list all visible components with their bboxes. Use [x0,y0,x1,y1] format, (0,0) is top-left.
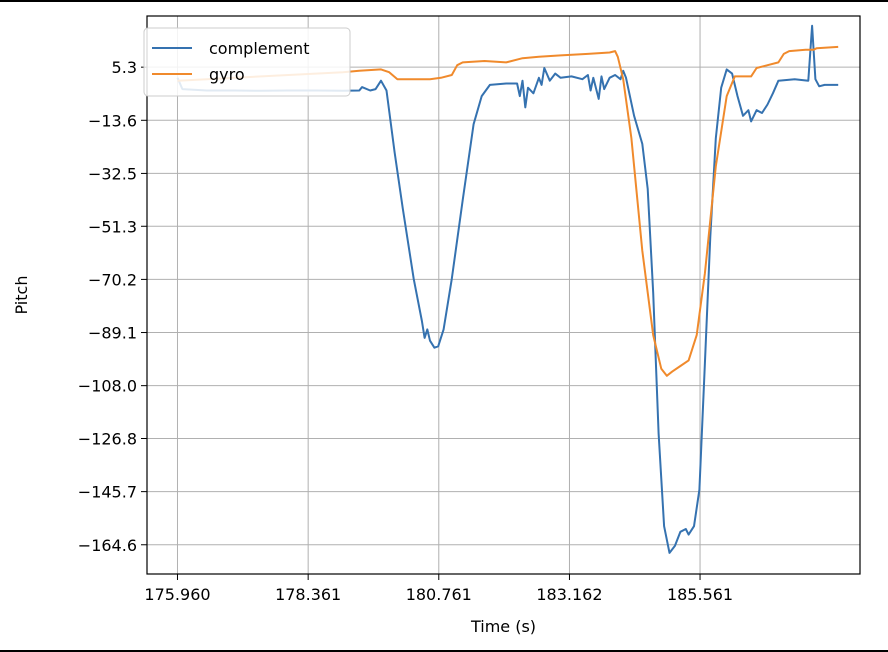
series-line-gyro [177,45,839,377]
legend-label-complement: complement [209,39,309,58]
legend: complement gyro [143,27,351,97]
grid [147,16,860,574]
y-tick-label: −108.0 [78,377,137,396]
x-tick-label: 180.761 [406,585,472,604]
series-line-complement [176,24,839,554]
y-tick-label: −126.8 [78,430,137,449]
y-tick-label: −70.2 [88,270,137,289]
y-tick-label: −13.6 [88,111,137,130]
y-tick-label: −51.3 [88,217,137,236]
y-tick-label: −164.6 [78,536,137,555]
y-tick-label: −89.1 [88,324,137,343]
plot-frame [146,15,861,575]
x-axis-label: Time (s) [470,617,536,636]
y-tick-label: −32.5 [88,164,137,183]
x-tick-label: 178.361 [275,585,341,604]
x-tick-label: 183.162 [536,585,602,604]
x-tick-label: 175.960 [144,585,210,604]
y-axis-label: Pitch [12,276,31,315]
y-tick-label: 5.3 [112,58,137,77]
legend-label-gyro: gyro [209,65,245,84]
series-lines [176,24,839,554]
legend-box [143,27,351,97]
x-tick-label: 185.561 [667,585,733,604]
y-tick-label: −145.7 [78,483,137,502]
axis-ticks: 175.960 178.361 180.761 183.162 185.561 5.3 −1… [78,58,733,604]
